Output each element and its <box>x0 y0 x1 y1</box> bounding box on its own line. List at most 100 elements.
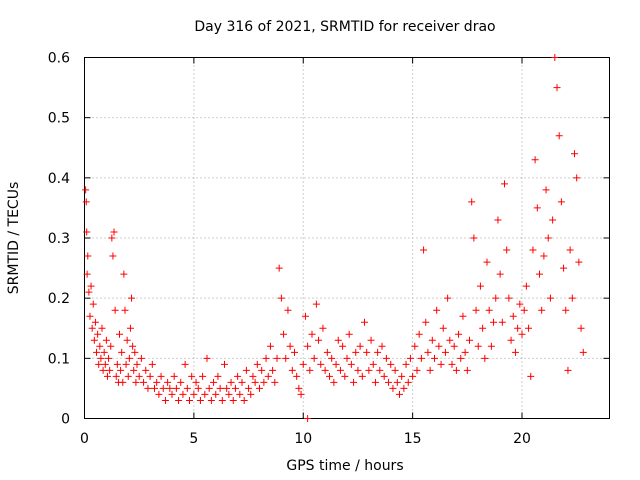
data-point <box>128 294 136 302</box>
data-point <box>271 378 279 386</box>
data-point <box>256 384 263 392</box>
data-point <box>275 264 283 272</box>
data-point <box>367 336 375 344</box>
data-point <box>155 390 163 398</box>
data-point <box>121 306 129 314</box>
data-point <box>448 360 456 368</box>
data-point <box>120 270 128 278</box>
data-point <box>409 372 417 380</box>
data-point <box>218 396 226 404</box>
data-point <box>83 270 91 278</box>
data-point <box>468 198 476 206</box>
x-tick-label: 15 <box>404 431 422 447</box>
data-point <box>490 318 498 326</box>
data-point <box>238 378 246 386</box>
y-tick-label: 0.2 <box>48 291 70 307</box>
data-point <box>437 360 445 368</box>
data-point <box>336 366 344 374</box>
data-point <box>387 360 395 368</box>
data-point <box>529 246 537 254</box>
data-point <box>459 312 467 320</box>
data-point <box>330 378 338 386</box>
data-point <box>520 306 528 314</box>
data-point <box>82 198 90 206</box>
data-point <box>130 366 138 374</box>
y-tick-label: 0.6 <box>48 51 70 67</box>
data-point <box>404 378 412 386</box>
data-point <box>112 372 120 380</box>
data-point <box>494 216 502 224</box>
data-point <box>369 360 377 368</box>
data-point <box>376 366 384 374</box>
data-point <box>306 366 314 374</box>
data-point <box>304 415 312 422</box>
data-point <box>457 354 465 362</box>
y-tick-label: 0.5 <box>48 111 70 127</box>
data-point <box>400 384 408 392</box>
data-point <box>562 306 570 314</box>
data-point <box>125 354 133 362</box>
data-point <box>107 342 115 350</box>
data-point <box>106 366 114 374</box>
data-point <box>472 306 480 314</box>
data-point <box>137 354 145 362</box>
data-point <box>463 366 471 374</box>
data-point <box>566 246 574 254</box>
data-point <box>365 366 373 374</box>
data-point <box>210 378 218 386</box>
data-point <box>466 336 473 344</box>
data-point <box>201 390 209 398</box>
data-point <box>87 282 95 290</box>
data-point <box>227 378 235 386</box>
x-tick-label: 10 <box>294 431 312 447</box>
data-point <box>439 324 447 332</box>
data-point <box>95 360 103 368</box>
data-point <box>411 342 419 350</box>
data-point <box>334 336 342 344</box>
data-point <box>450 342 458 350</box>
data-point <box>129 342 137 350</box>
data-point <box>551 54 559 61</box>
data-point <box>413 366 421 374</box>
data-point <box>131 348 139 356</box>
data-point <box>391 366 399 374</box>
data-point <box>291 348 298 356</box>
data-point <box>310 354 318 362</box>
data-point <box>507 336 515 344</box>
data-point <box>148 360 156 368</box>
data-point <box>382 354 390 362</box>
data-point <box>105 354 113 362</box>
data-point <box>536 270 543 278</box>
data-point <box>109 252 117 260</box>
data-point <box>363 348 371 356</box>
data-point <box>356 342 364 350</box>
data-point <box>168 390 176 398</box>
data-point <box>89 300 97 308</box>
data-point <box>82 186 90 194</box>
data-point <box>135 372 143 380</box>
data-point <box>123 336 131 344</box>
data-point <box>420 246 428 254</box>
data-point <box>380 372 388 380</box>
data-point <box>538 306 546 314</box>
data-point <box>111 306 119 314</box>
data-point <box>295 384 303 392</box>
data-point <box>119 378 127 386</box>
data-point <box>516 300 524 308</box>
data-point <box>253 360 261 368</box>
data-point <box>352 348 360 356</box>
data-point <box>452 366 460 374</box>
data-point <box>84 252 92 260</box>
data-point <box>396 390 403 398</box>
data-point <box>273 354 281 362</box>
data-point <box>496 270 504 278</box>
data-point <box>260 378 268 386</box>
tick-layer: 0 5 10 15 20 0 0.1 0.2 0.3 0.4 0.5 0.6 <box>48 51 610 447</box>
data-point <box>317 360 325 368</box>
data-point <box>503 246 511 254</box>
data-point <box>514 324 522 332</box>
data-point <box>110 228 118 236</box>
x-axis-label: GPS time / hours <box>286 458 403 474</box>
